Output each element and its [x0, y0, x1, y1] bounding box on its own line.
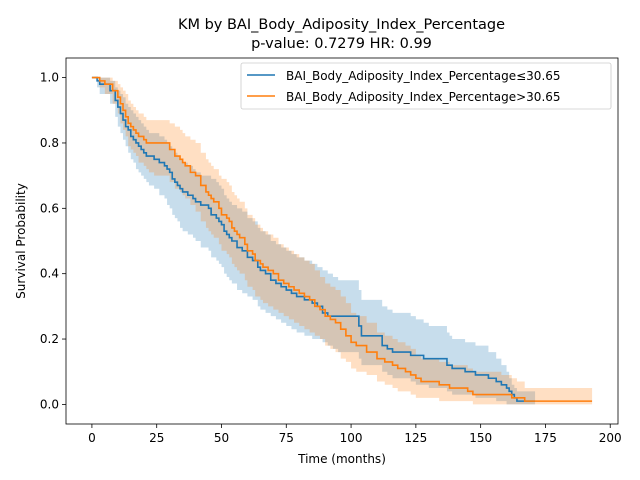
y-tick-label-1: 1.0: [40, 71, 59, 85]
survival-line-1: [91, 76, 593, 402]
ci-band-0: [91, 77, 536, 405]
chart-title: KM by BAI_Body_Adiposity_Index_Percentag…: [178, 17, 505, 33]
x-axis-label: Time (months): [297, 452, 386, 466]
chart-subtitle: p-value: 0.7279 HR: 0.99: [251, 36, 432, 52]
y-tick-label-0.2: 0.2: [40, 332, 59, 346]
legend-label-low: BAI_Body_Adiposity_Index_Percentage≤30.6…: [286, 69, 561, 83]
y-tick-label-0.6: 0.6: [40, 201, 59, 215]
x-tick-label-75: 75: [279, 431, 294, 445]
x-tick-label-175: 175: [534, 431, 557, 445]
y-tick-label-0: 0.0: [40, 397, 59, 411]
y-tick-label-0.8: 0.8: [40, 136, 59, 150]
y-axis-label: Survival Probability: [14, 183, 28, 299]
x-tick-label-50: 50: [214, 431, 229, 445]
y-axis-ticks: 0.0 0.2 0.4 0.6 0.8 1.0: [40, 71, 66, 411]
legend-box: [240, 62, 612, 110]
survival-line-0: [91, 76, 536, 402]
ci-band-1: [91, 77, 593, 405]
confidence-bands: [91, 77, 593, 405]
x-axis-ticks: 0 25 50 75 100 125 150 175 200: [88, 424, 622, 445]
x-tick-label-125: 125: [404, 431, 427, 445]
y-tick-label-0.4: 0.4: [40, 267, 59, 281]
plot-frame: [65, 57, 619, 425]
x-tick-label-200: 200: [599, 431, 622, 445]
survival-curves: [91, 76, 593, 402]
legend-label-high: BAI_Body_Adiposity_Index_Percentage>30.6…: [286, 90, 561, 104]
x-tick-label-0: 0: [88, 431, 96, 445]
x-tick-label-25: 25: [149, 431, 164, 445]
x-tick-label-150: 150: [469, 431, 492, 445]
legend: BAI_Body_Adiposity_Index_Percentage≤30.6…: [240, 62, 612, 110]
x-tick-label-100: 100: [340, 431, 363, 445]
